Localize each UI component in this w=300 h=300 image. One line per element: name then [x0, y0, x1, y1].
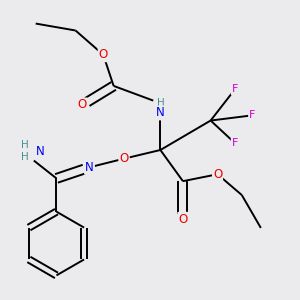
Text: F: F: [232, 84, 238, 94]
Text: H: H: [157, 98, 164, 108]
Text: O: O: [213, 168, 222, 181]
Text: N: N: [156, 106, 164, 119]
Text: N: N: [36, 145, 44, 158]
Text: F: F: [232, 138, 238, 148]
Text: O: O: [99, 48, 108, 61]
Text: F: F: [249, 110, 255, 120]
Text: N: N: [85, 161, 94, 174]
Text: H: H: [21, 152, 29, 162]
Text: O: O: [178, 213, 188, 226]
Text: O: O: [119, 152, 129, 165]
Text: O: O: [78, 98, 87, 112]
Text: H: H: [21, 140, 29, 150]
